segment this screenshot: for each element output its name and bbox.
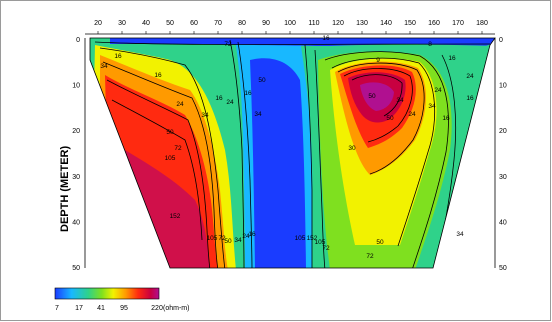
contour-label: 16: [466, 95, 474, 102]
contour-label: 34: [396, 97, 404, 104]
colorbar-label: 7: [55, 305, 59, 312]
left-depth-tick-label: 10: [72, 83, 80, 90]
left-depth-tick-label: 30: [72, 174, 80, 181]
right-depth-tick-labels: 0 10 20 30 40 50: [499, 37, 507, 272]
x-tick-label: 140: [380, 20, 392, 27]
x-tick-label: 120: [332, 20, 344, 27]
x-tick-label: 130: [356, 20, 368, 27]
x-tick-label: 160: [428, 20, 440, 27]
right-depth-tick-label: 10: [499, 83, 507, 90]
colorbar-label: 17: [75, 305, 83, 312]
x-tick-label: 20: [94, 20, 102, 27]
left-depth-tick-label: 40: [72, 219, 80, 226]
contour-label: 9: [376, 57, 380, 64]
colorbar-unit: (ohm-m): [163, 305, 189, 312]
right-depth-tick-label: 40: [499, 219, 507, 226]
contour-label: 16: [448, 55, 456, 62]
contour-label: 152: [307, 235, 318, 242]
contour-label: 105: [295, 235, 306, 242]
contour-label: 50: [376, 239, 384, 246]
right-depth-tick-label: 50: [499, 265, 507, 272]
y-axis-title: DEPTH (METER): [59, 146, 71, 233]
x-tick-label: 70: [214, 20, 222, 27]
contour-label: 72: [224, 41, 232, 48]
x-tick-label: 60: [190, 20, 198, 27]
colorbar: [54, 287, 160, 300]
contour-label: 24: [176, 101, 184, 108]
contour-label: 16: [442, 115, 450, 122]
x-tick-label: 170: [452, 20, 464, 27]
left-depth-tick-label: 50: [72, 265, 80, 272]
contour-label: 16: [154, 72, 162, 79]
x-tick-label: 110: [308, 20, 319, 27]
colorbar-labels: 7 17 41 95 220: [55, 305, 163, 312]
contour-label: 72: [322, 245, 330, 252]
contour-label: 16: [215, 95, 223, 102]
contour-label: 24: [466, 73, 474, 80]
contour-label: 24: [242, 233, 250, 240]
x-tick-labels: 20 30 40 50 60 70 80 90 100 110 120 130 140 150 160 170…: [94, 20, 488, 34]
x-tick-label: 90: [262, 20, 270, 27]
contour-label: 50: [166, 129, 174, 136]
contour-label: 24: [408, 111, 416, 118]
contour-label: 34: [234, 237, 242, 244]
contour-label: 30: [348, 145, 356, 152]
contour-label: 50: [386, 115, 394, 122]
contour-label: 16: [322, 35, 330, 42]
colorbar-label: 41: [97, 305, 105, 312]
contour-label: 34: [100, 63, 108, 70]
contour-label: 16: [248, 231, 256, 238]
contour-label: 34: [201, 112, 209, 119]
contour-label: 105: [207, 235, 218, 242]
contour-label: 72: [174, 145, 182, 152]
left-depth-tick-label: 20: [72, 128, 80, 135]
contour-label: 16: [244, 90, 252, 97]
x-tick-label: 30: [118, 20, 126, 27]
contour-label: 105: [165, 155, 176, 162]
left-depth-tick-label: 0: [76, 37, 80, 44]
x-tick-label: 100: [284, 20, 296, 27]
contour-label: 50: [368, 93, 376, 100]
contour-label: 34: [254, 111, 262, 118]
contour-label: 72: [218, 235, 226, 242]
x-tick-label: 150: [404, 20, 416, 27]
contour-label: 24: [226, 99, 234, 106]
x-tick-label: 180: [476, 20, 488, 27]
colorbar-label: 95: [120, 305, 128, 312]
left-depth-tick-labels: 0 10 20 30 40 50: [72, 37, 80, 272]
contour-label: 72: [366, 253, 374, 260]
colorbar-label: 220: [151, 305, 163, 312]
right-depth-tick-label: 0: [499, 37, 503, 44]
contour-label: 105: [315, 239, 326, 246]
contour-label: 24: [434, 87, 442, 94]
contour-label: 34: [428, 103, 436, 110]
contour-label: 152: [170, 213, 181, 220]
contour-label: 50: [224, 238, 232, 245]
contour-label: 16: [114, 53, 122, 60]
contour-label: 34: [456, 231, 464, 238]
contour-label: 8: [428, 41, 432, 48]
x-tick-label: 80: [238, 20, 246, 27]
contour-label: 50: [258, 77, 266, 84]
x-tick-label: 40: [142, 20, 150, 27]
right-depth-tick-label: 30: [499, 174, 507, 181]
x-tick-label: 50: [166, 20, 174, 27]
right-depth-tick-label: 20: [499, 128, 507, 135]
